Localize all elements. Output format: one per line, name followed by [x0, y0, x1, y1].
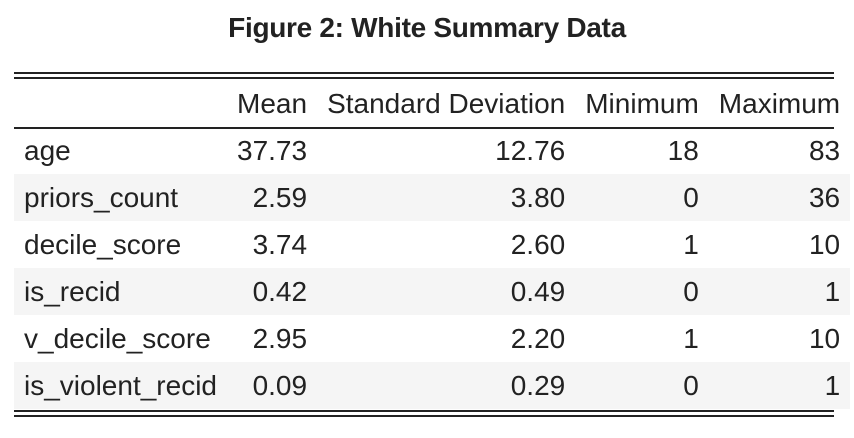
cell-mean: 2.59	[227, 174, 318, 221]
cell-max: 36	[708, 174, 851, 221]
cell-sd: 0.49	[317, 268, 576, 315]
row-label: age	[24, 134, 71, 166]
cell-mean: 0.42	[227, 268, 318, 315]
header-row: Mean Standard Deviation Minimum Maximum	[14, 80, 850, 127]
bottom-rule	[14, 410, 834, 412]
cell-mean: 0.09	[227, 362, 318, 409]
header-cell-min: Minimum	[585, 87, 699, 119]
table-row: v_decile_score 2.95 2.20 1 10	[14, 315, 850, 362]
cell-max: 1	[708, 362, 851, 409]
cell-sd: 3.80	[317, 174, 576, 221]
cell-min: 1	[683, 228, 699, 260]
table-row: is_recid 0.42 0.49 0 1	[14, 268, 851, 315]
table-row: decile_score 3.74 2.60 1 10	[14, 221, 850, 268]
table-row: age 37.73 12.76 18 83	[14, 127, 850, 174]
header-cell-rowname	[14, 80, 227, 127]
cell-max: 1	[708, 268, 851, 315]
cell-min: 0	[575, 362, 709, 409]
bottom-rule-inner	[14, 415, 834, 417]
page-title: Figure 2: White Summary Data	[228, 12, 626, 43]
cell-sd: 2.20	[510, 322, 566, 354]
header-cell-sd: Standard Deviation	[327, 87, 566, 119]
cell-mean: 2.95	[252, 322, 308, 354]
cell-min: 1	[683, 322, 699, 354]
table-row: is_violent_recid 0.09 0.29 0 1	[14, 362, 851, 409]
cell-max: 10	[808, 322, 841, 354]
cell-min: 18	[667, 134, 699, 166]
cell-sd: 12.76	[495, 134, 566, 166]
row-label: is_violent_recid	[14, 362, 227, 409]
top-rule	[14, 72, 834, 74]
cell-max: 10	[808, 228, 841, 260]
cell-sd: 0.29	[317, 362, 576, 409]
cell-mean: 37.73	[237, 134, 308, 166]
cell-min: 0	[575, 268, 709, 315]
top-rule-inner	[14, 77, 834, 79]
cell-min: 0	[575, 174, 709, 221]
cell-max: 83	[808, 134, 841, 166]
cell-sd: 2.60	[510, 228, 566, 260]
summary-table: Mean Standard Deviation Minimum Maximum …	[14, 80, 851, 409]
cell-mean: 3.74	[252, 228, 308, 260]
row-label: priors_count	[14, 174, 227, 221]
row-label: v_decile_score	[24, 322, 211, 354]
header-rule	[14, 127, 834, 129]
header-cell-mean: Mean	[237, 87, 308, 119]
row-label: is_recid	[14, 268, 227, 315]
row-label: decile_score	[24, 228, 182, 260]
table-row: priors_count 2.59 3.80 0 36	[14, 174, 851, 221]
header-cell-max: Maximum	[718, 87, 841, 119]
